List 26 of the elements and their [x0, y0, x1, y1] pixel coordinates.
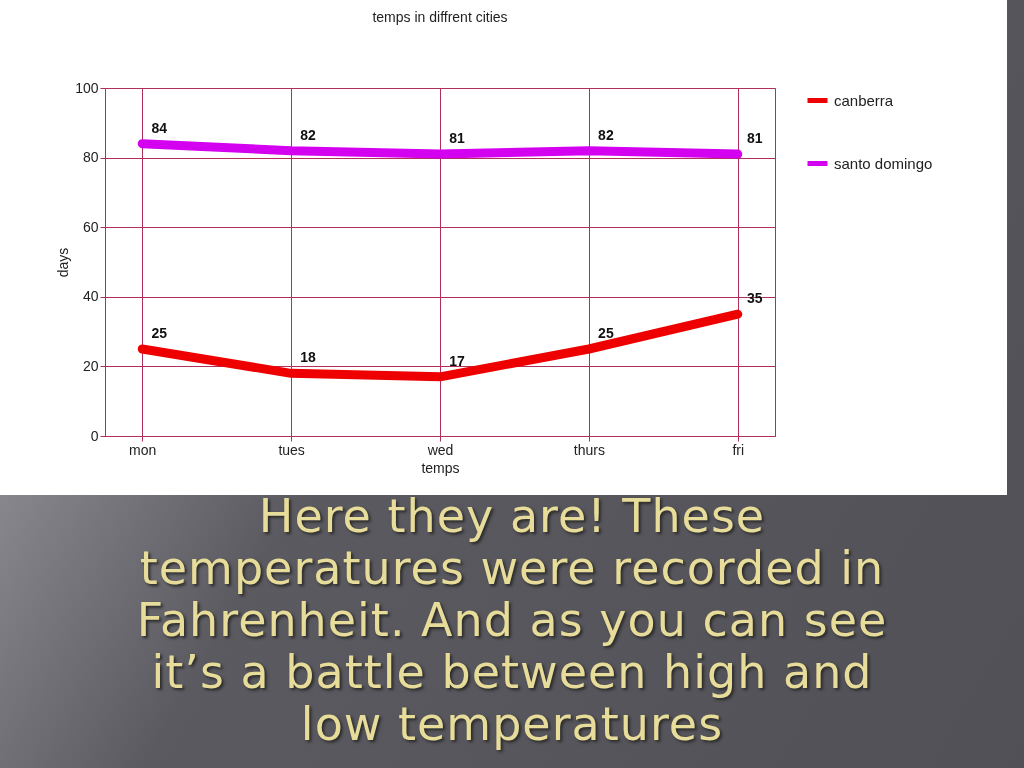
data-label: 25: [151, 325, 168, 341]
x-tick-label: thurs: [573, 441, 605, 458]
legend-label: canberra: [834, 91, 894, 109]
y-tick-label: 80: [82, 149, 99, 166]
legend-label: santo domingo: [834, 154, 933, 172]
data-label: 82: [598, 126, 614, 143]
data-label: 84: [151, 119, 168, 136]
y-tick-label: 100: [75, 79, 99, 96]
x-tick-label: fri: [732, 441, 745, 458]
data-label: 81: [746, 130, 763, 147]
data-label: 81: [449, 130, 465, 147]
x-tick-label: mon: [129, 441, 157, 458]
y-axis-title: days: [55, 247, 72, 278]
x-tick-label: wed: [426, 441, 454, 458]
data-label: 18: [300, 349, 317, 366]
y-tick-label: 0: [90, 427, 99, 444]
data-label: 82: [300, 126, 317, 143]
text: Here they are! These temperatures were recorded in Fahrenheit. And as you can see it’s a battle between high and low temperatures: [135, 489, 889, 751]
y-tick-label: 20: [82, 357, 99, 374]
chart-title: temps in diffrent cities: [372, 9, 508, 25]
data-label: 25: [598, 325, 614, 341]
y-tick-label: 60: [82, 218, 99, 235]
y-tick-label: 40: [82, 288, 99, 305]
x-axis-title: temps: [421, 459, 460, 476]
x-tick-label: tues: [278, 441, 305, 458]
data-label: 17: [449, 352, 465, 369]
